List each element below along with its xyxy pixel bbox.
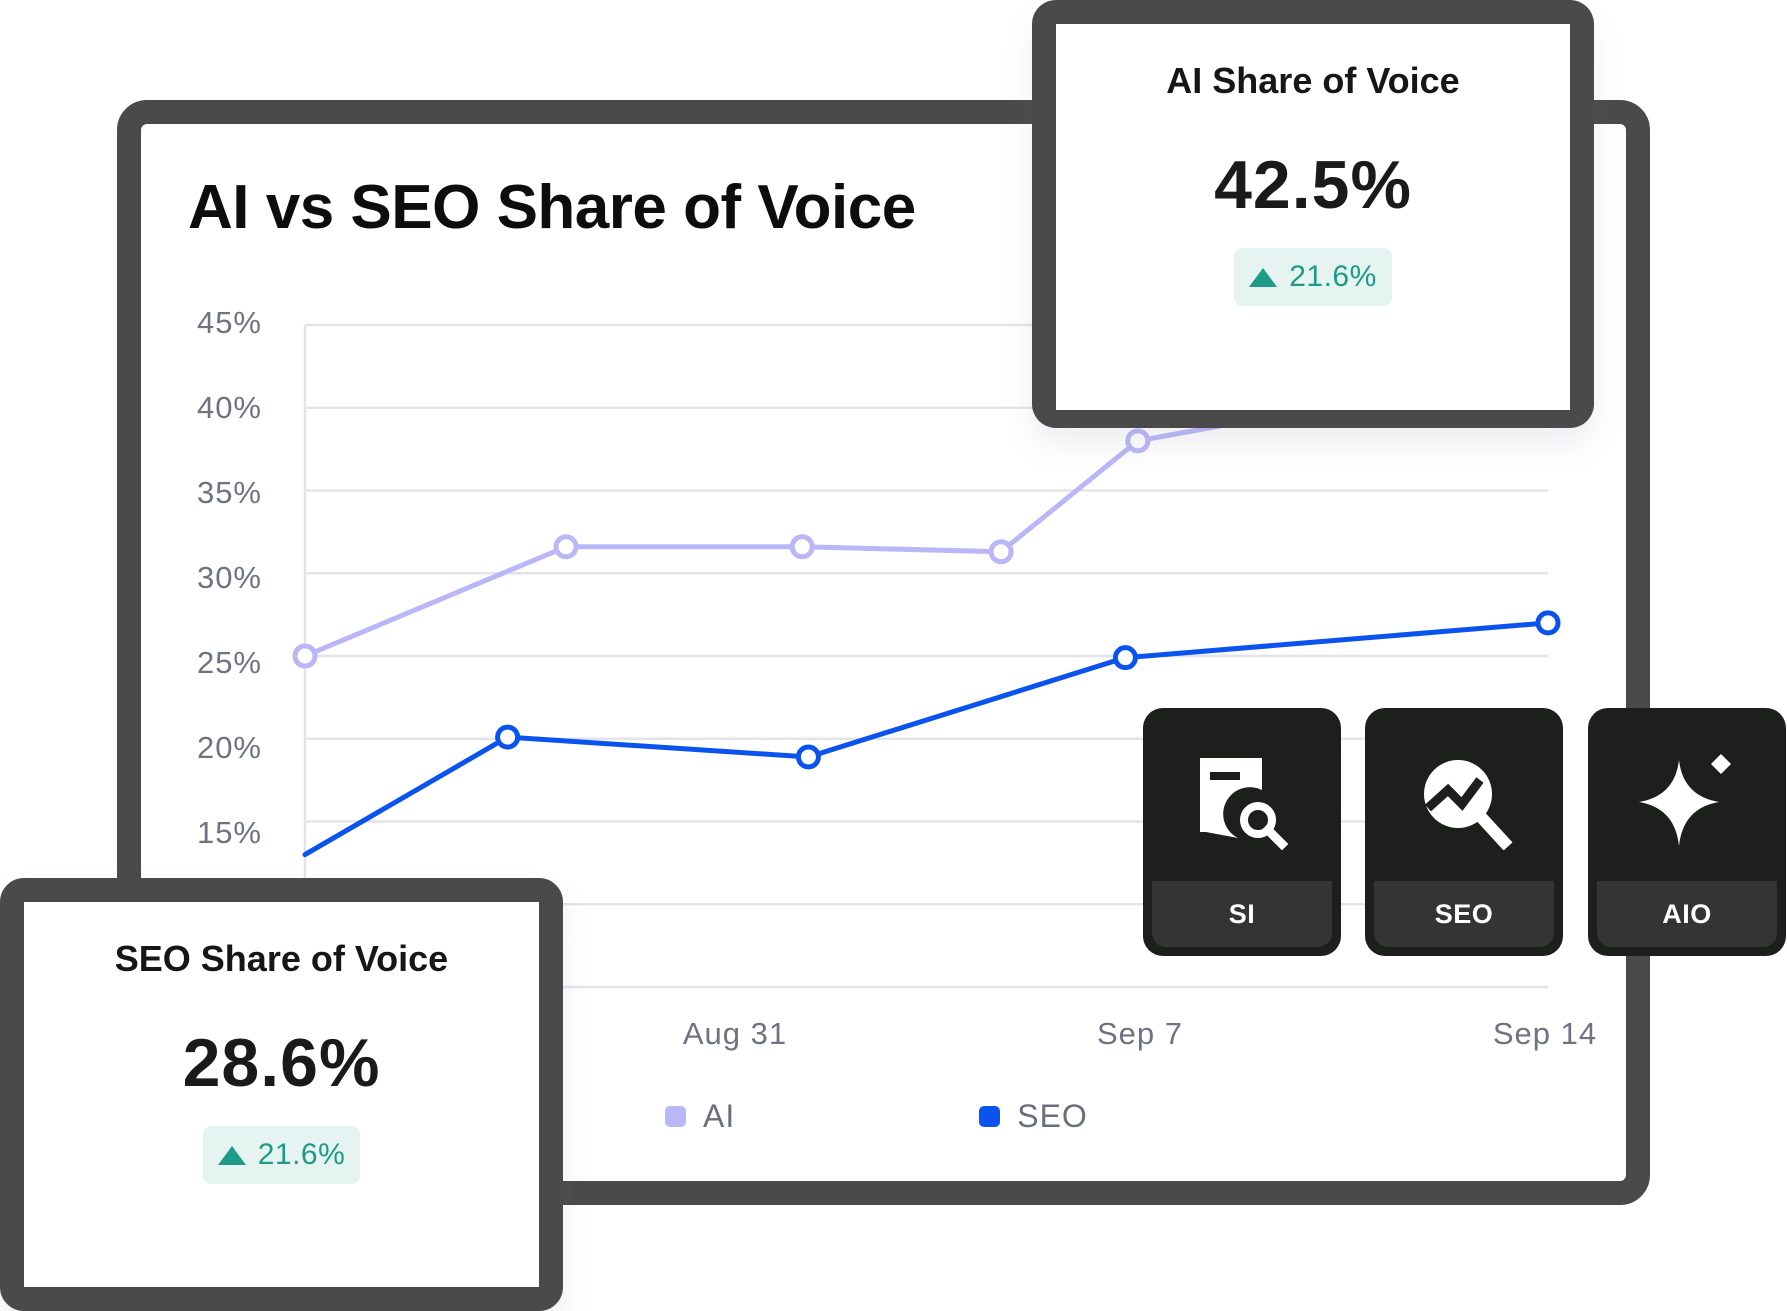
ai-kpi-change: 21.6% [1289,260,1377,293]
tile-seo[interactable]: SEO [1365,708,1563,956]
data-point-seo [795,744,821,770]
triangle-up-icon [1249,267,1278,287]
seo-kpi-title: SEO Share of Voice [114,938,449,979]
ai-kpi-change-badge: 21.6% [1234,248,1392,306]
ai-kpi-title: AI Share of Voice [1166,60,1460,101]
legend-item-ai[interactable]: AI [665,1098,735,1135]
seo-kpi-value: 28.6% [182,1025,381,1101]
seo-kpi-change: 21.6% [257,1138,346,1171]
y-tick-label: 30% [197,560,262,595]
data-point-ai [1125,428,1151,454]
y-tick-label: 20% [197,730,262,765]
y-tick-label: 25% [197,645,262,680]
legend-label-seo: SEO [1017,1098,1088,1134]
data-point-ai [292,643,318,669]
ai-share-of-voice-card: AI Share of Voice 42.5% 21.6% [1032,0,1594,428]
legend-item-seo[interactable]: SEO [979,1098,1088,1135]
x-tick-label: Aug 31 [683,1016,787,1051]
tile-label-si: SI [1152,881,1332,947]
y-tick-label: 45% [197,305,262,340]
legend-label-ai: AI [703,1098,736,1134]
series-line-ai [302,363,1551,659]
x-tick-label: Sep 7 [1097,1016,1183,1051]
seo-kpi-change-badge: 21.6% [202,1126,361,1184]
y-tick-label: 35% [197,475,262,510]
legend-swatch-ai [665,1106,686,1127]
sparkle-icon [1639,754,1731,846]
ai-kpi-value: 42.5% [1214,147,1412,223]
data-point-seo [1535,610,1561,636]
document-search-icon [1200,758,1289,850]
triangle-up-icon [217,1145,246,1165]
tile-label-aio: AIO [1597,881,1777,947]
data-point-ai [553,534,579,560]
y-tick-label: 40% [197,390,262,425]
legend-swatch-seo [979,1106,1001,1127]
chart-legend: AI SEO [665,1098,1088,1135]
data-point-ai [988,539,1014,565]
data-point-ai [789,534,815,560]
x-tick-label: Sep 14 [1493,1016,1597,1051]
data-point-seo [495,724,521,750]
trend-search-icon [1424,760,1513,850]
tile-si[interactable]: SI [1143,708,1341,956]
tile-label-seo: SEO [1374,881,1554,947]
data-point-seo [1112,645,1138,671]
seo-share-of-voice-card: SEO Share of Voice 28.6% 21.6% [0,878,563,1311]
chart-title: AI vs SEO Share of Voice [188,173,916,242]
y-tick-label: 15% [197,815,262,850]
tile-aio[interactable]: AIO [1588,708,1786,956]
